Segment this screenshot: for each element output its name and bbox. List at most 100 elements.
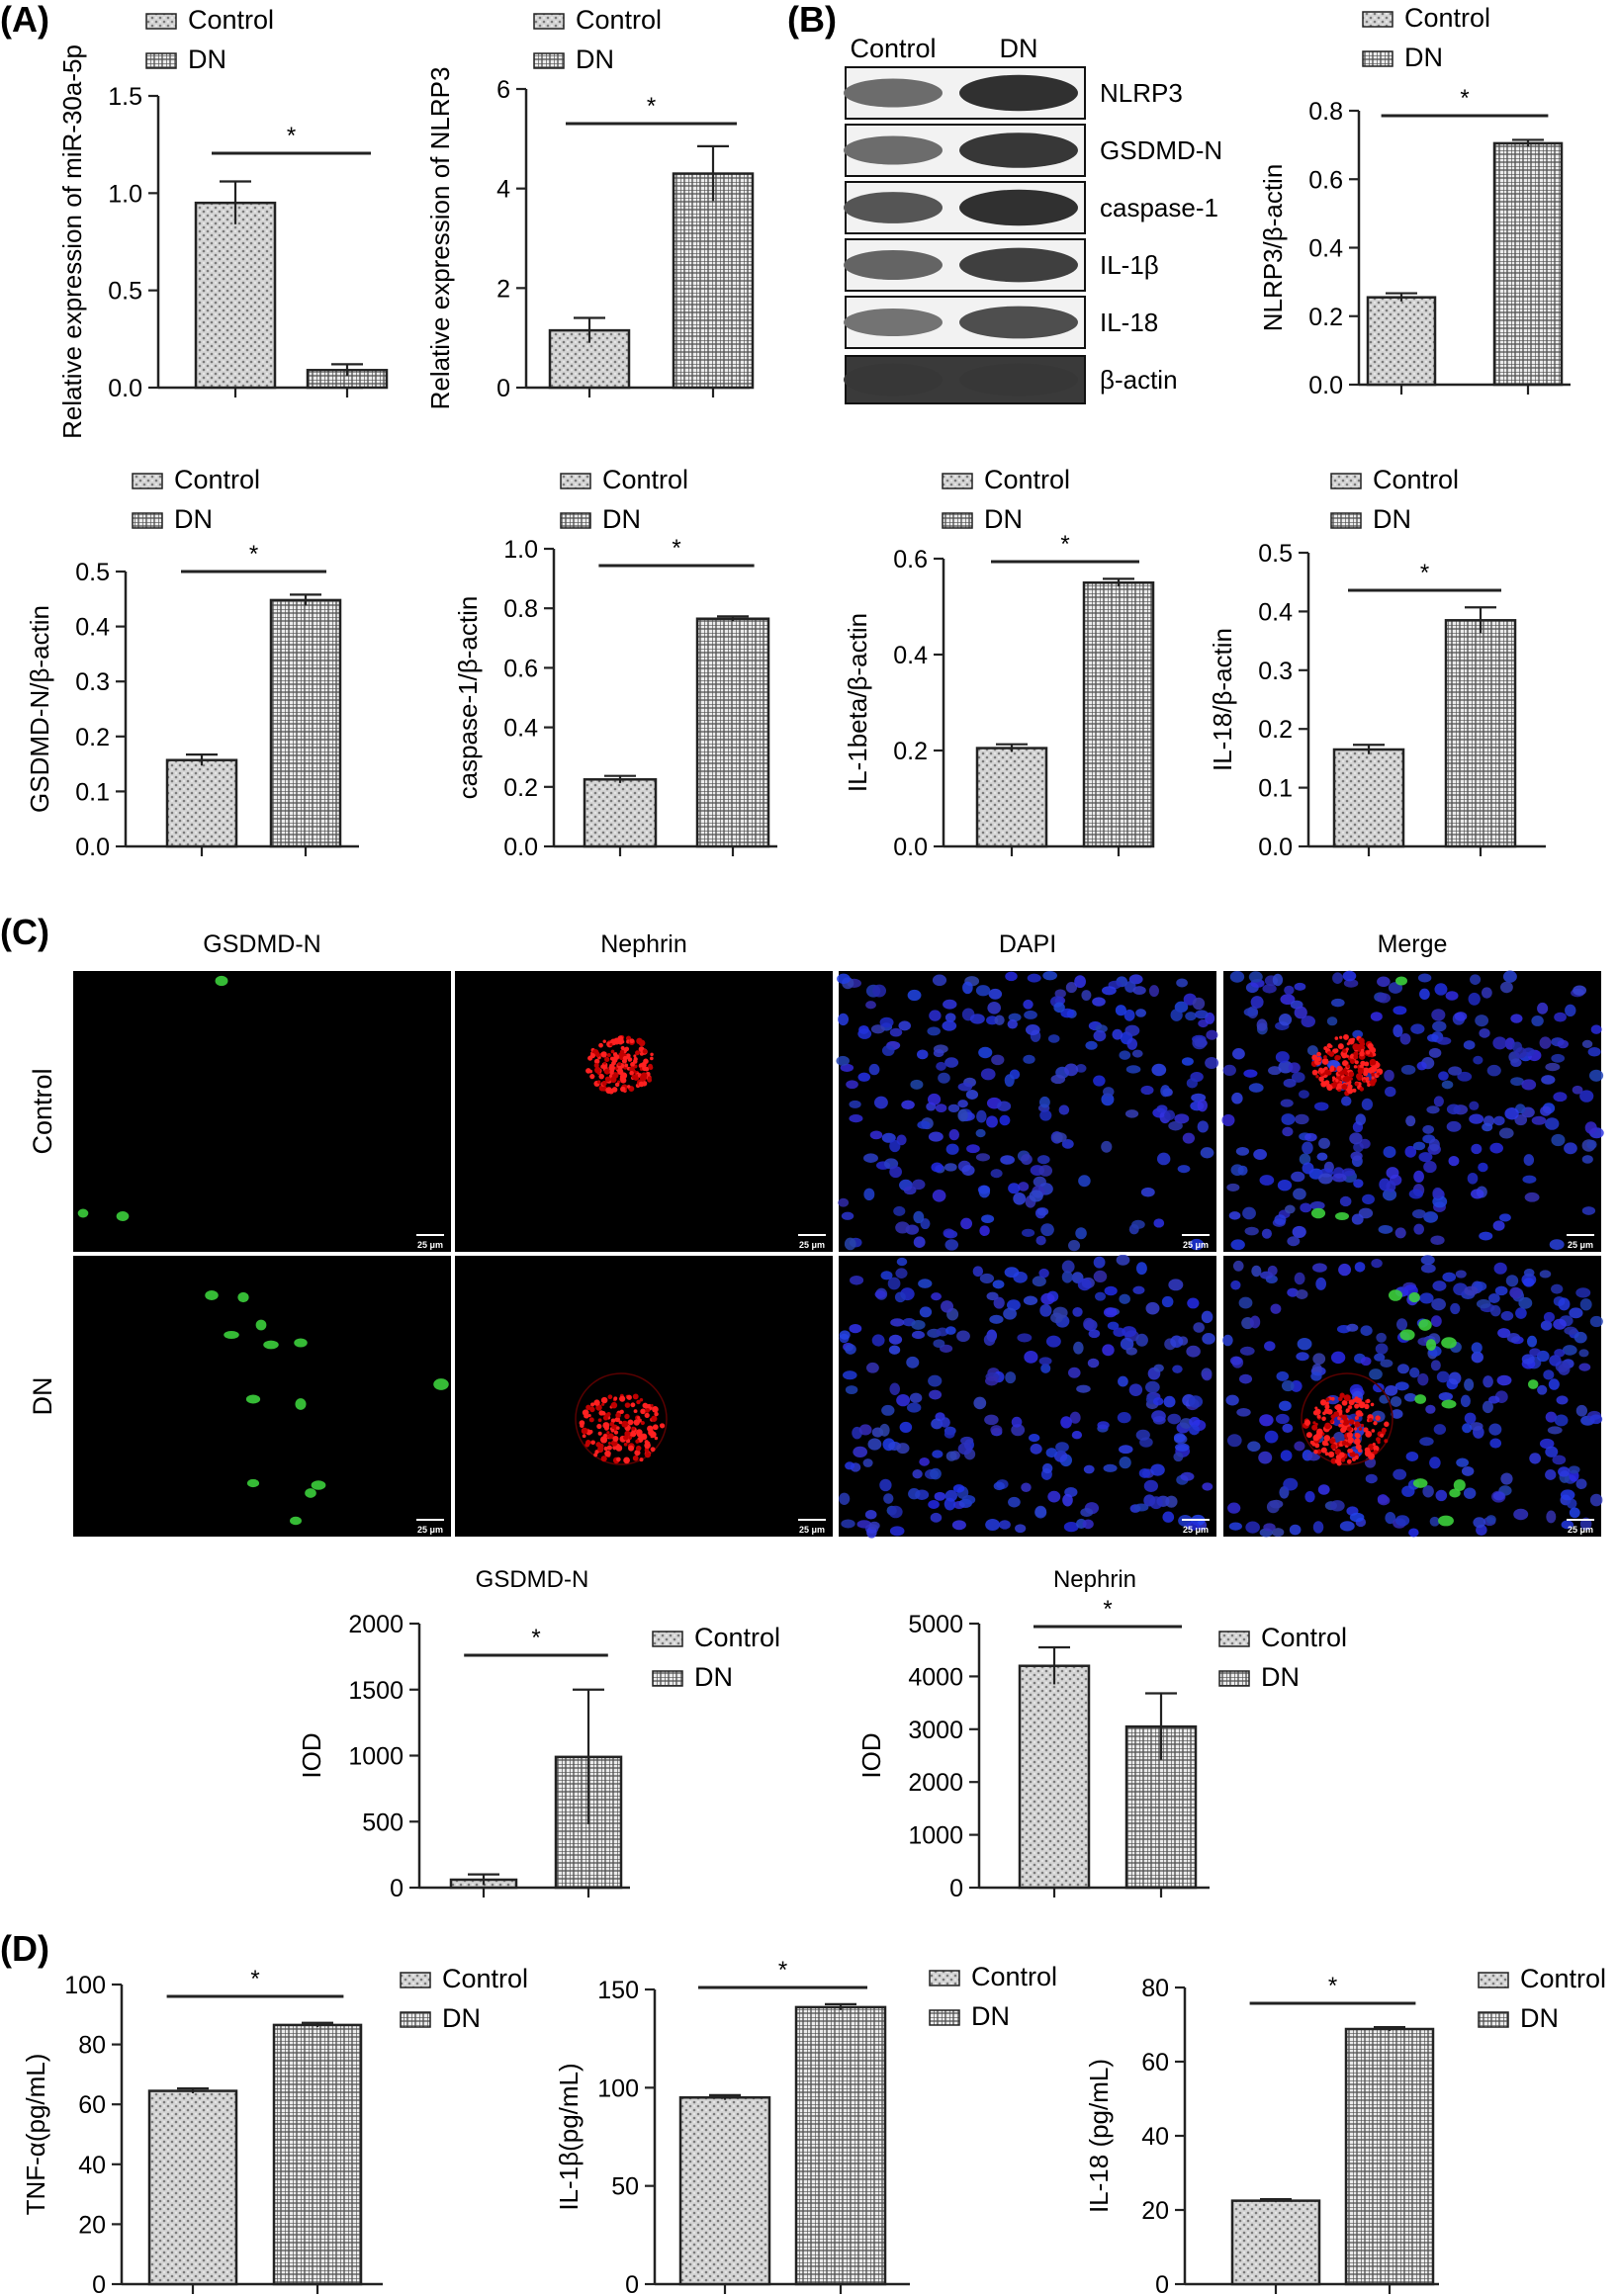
legend-swatch [1362, 50, 1393, 67]
bar-control [1332, 748, 1405, 848]
y-tick-label: 0 [496, 375, 510, 402]
y-tick-label: 60 [78, 2091, 106, 2119]
legend-label: Control [442, 1964, 528, 1993]
legend: Control DN [533, 5, 662, 74]
y-tick-label: 0.2 [75, 724, 110, 751]
y-tick-label: 5000 [908, 1611, 963, 1638]
legend: Control DN [929, 1962, 1057, 2031]
bar-control [583, 778, 658, 848]
y-tick-label: 0.5 [75, 559, 110, 586]
blot-band [959, 306, 1078, 339]
legend-swatch [1218, 1631, 1250, 1647]
y-axis-label: IOD [856, 1732, 886, 1778]
bar-dn [1492, 141, 1564, 387]
legend-swatch [942, 512, 973, 529]
blot-band [959, 132, 1078, 168]
bar-dn [272, 2023, 363, 2286]
y-axis-label: NLRP3/β-actin [1258, 164, 1288, 332]
legend-label: DN [188, 44, 226, 74]
y-tick-label: 80 [78, 2032, 106, 2060]
legend-swatch [560, 512, 591, 529]
bar-control [678, 2096, 771, 2286]
bar-control [1230, 2199, 1321, 2286]
legend-label: Control [971, 1962, 1057, 1991]
y-tick-label: 0.4 [1258, 598, 1293, 626]
legend: Control DN [1362, 3, 1490, 72]
chart-il1b_wb: 0.0 0.2 0.4 0.6 IL-1beta/β-actin * Control DN [843, 465, 1155, 861]
legend-label: Control [1373, 465, 1459, 494]
scale-bar-label: 25 μm [417, 1240, 443, 1250]
bar-control [1366, 296, 1437, 387]
legend-swatch [1478, 1972, 1509, 1988]
significance-marker: * [1460, 85, 1469, 112]
y-tick-label: 150 [597, 1977, 639, 2004]
legend: Control DN [560, 465, 688, 534]
scale-bar-label: 25 μm [1183, 1240, 1209, 1250]
legend-label: Control [1520, 1964, 1606, 1993]
legend-label: Control [694, 1623, 780, 1652]
legend-label: DN [602, 504, 641, 534]
y-axis-label: IL-18 (pg/mL) [1084, 2059, 1114, 2213]
y-tick-label: 0.2 [893, 738, 928, 765]
legend-label: DN [442, 2003, 481, 2033]
scale-bar-label: 25 μm [1568, 1525, 1593, 1535]
scale-bar-label: 25 μm [1568, 1240, 1593, 1250]
y-axis-label: Relative expression of miR-30a-5p [57, 44, 87, 439]
legend-swatch [132, 473, 163, 489]
microscopy-column-title: DAPI [999, 930, 1056, 958]
chart-mir30a: 0.0 0.5 1.0 1.5 Relative expression of miR-3… [57, 5, 389, 439]
legend: Control DN [132, 465, 260, 534]
chart-casp1_wb: 0.00.20.40.60.81.0caspase-1/β-actin*Cont… [453, 465, 777, 861]
legend-swatch [1330, 473, 1362, 489]
legend-swatch [533, 13, 565, 30]
y-tick-label: 20 [78, 2211, 106, 2239]
y-tick-label: 0.8 [503, 595, 538, 623]
blot-band [844, 308, 943, 337]
y-axis-label: GSDMD-N/β-actin [25, 605, 54, 813]
y-axis-label: IL-1beta/β-actin [843, 613, 872, 792]
microscopy-grid: GSDMD-N Nephrin DAPI Merge Control DN 25 μm 25 … [28, 930, 1604, 1539]
scale-bar-label: 25 μm [799, 1525, 825, 1535]
bar-charts: 0.0 0.5 1.0 1.5 Relative expression of miR-3… [21, 3, 1606, 2296]
legend-label: DN [1261, 1662, 1300, 1692]
legend-label: Control [1404, 3, 1490, 33]
y-tick-label: 40 [1141, 2123, 1169, 2151]
y-tick-label: 0.3 [1258, 658, 1293, 685]
bar-dn [794, 2005, 887, 2286]
y-tick-label: 0.1 [1258, 775, 1293, 803]
y-tick-label: 0 [625, 2271, 639, 2296]
legend-label: Control [576, 5, 662, 35]
y-tick-label: 0 [390, 1875, 404, 1902]
y-tick-label: 0.4 [503, 715, 538, 743]
bar-control [1018, 1664, 1091, 1890]
bar-control [147, 2089, 238, 2286]
significance-marker: * [672, 535, 680, 562]
blot-band [959, 189, 1078, 226]
chart-gsdmd_wb: 0.0 0.1 0.2 0.3 0.4 0.5 GSDMD-N/β-actin * Contro… [25, 465, 359, 861]
y-tick-label: 100 [597, 2075, 639, 2102]
legend-swatch [652, 1670, 683, 1687]
legend: Control DN [1478, 1964, 1606, 2033]
legend-label: DN [1404, 43, 1443, 72]
microscopy-image: 25 μm [455, 1256, 833, 1537]
chart-iod_nephrin: Nephrin 0 1000 2000 3000 4000 5000 IOD * Control D… [856, 1566, 1347, 1902]
legend-label: DN [694, 1662, 733, 1692]
y-axis-label: IOD [297, 1732, 326, 1778]
chart-il1b_elisa: 0 50 100 150 IL-1β(pg/mL) * Control DN [554, 1957, 1057, 2296]
y-tick-label: 1.0 [108, 180, 142, 208]
y-tick-label: 0.8 [1308, 98, 1343, 126]
chart-title: GSDMD-N [476, 1566, 589, 1593]
y-tick-label: 2000 [908, 1769, 963, 1797]
y-tick-label: 0.4 [1308, 235, 1343, 263]
legend-swatch [942, 473, 973, 489]
microscopy-column-title: Nephrin [600, 930, 687, 958]
microscopy-image: 25 μm [839, 1254, 1216, 1539]
legend-swatch [1330, 512, 1362, 529]
microscopy-column-title: Merge [1378, 930, 1448, 958]
legend: Control DN [145, 5, 274, 74]
blot-band [959, 74, 1078, 112]
y-tick-label: 4000 [908, 1663, 963, 1691]
microscopy-row-label: DN [28, 1377, 57, 1416]
significance-marker: * [1420, 560, 1429, 586]
legend-swatch [533, 52, 565, 69]
